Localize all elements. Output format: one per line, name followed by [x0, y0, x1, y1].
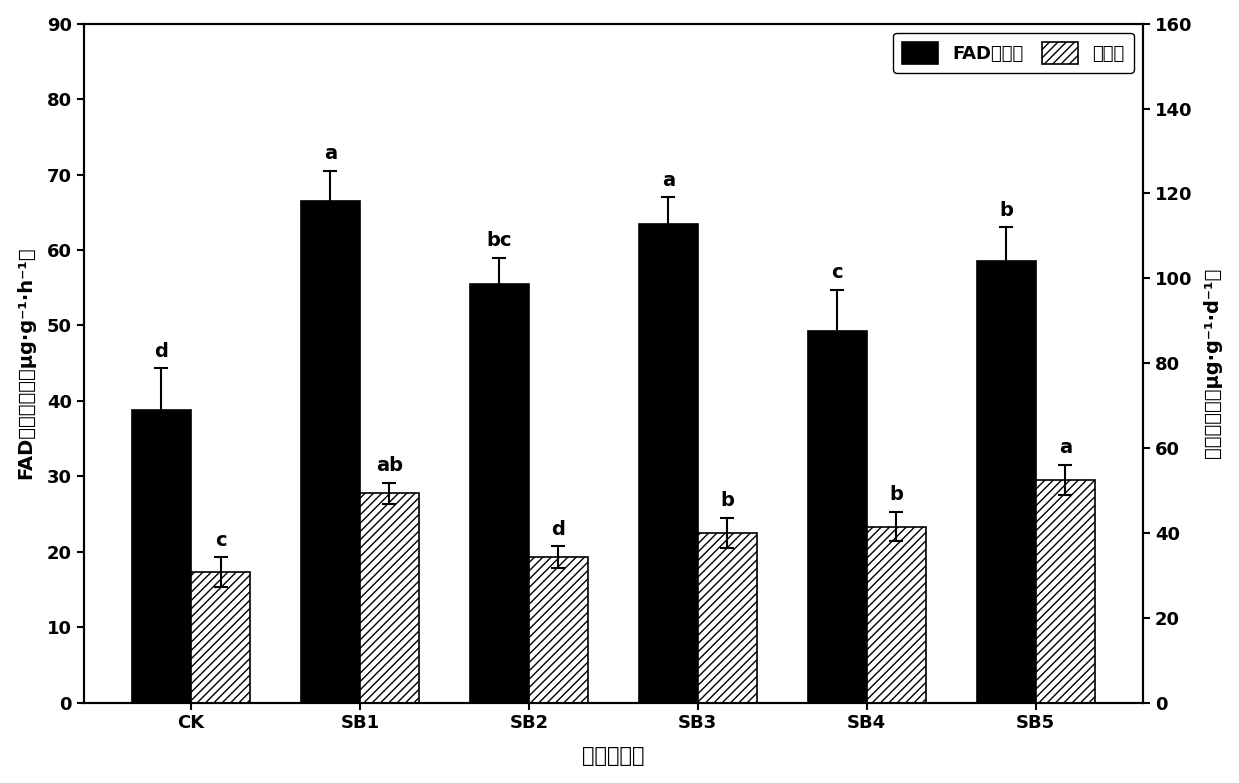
Bar [191, 572, 250, 702]
Text: c: c [831, 263, 843, 283]
Bar [131, 410, 191, 702]
Text: a: a [1058, 438, 1072, 457]
Bar [638, 224, 698, 702]
Bar [867, 526, 926, 702]
Text: a: a [662, 171, 675, 189]
X-axis label: 鐕化处理组: 鐕化处理组 [582, 746, 644, 767]
Y-axis label: FAD水解酯活性（μg·g⁻¹·h⁻¹）: FAD水解酯活性（μg·g⁻¹·h⁻¹） [16, 247, 36, 479]
Text: b: b [890, 485, 903, 504]
Text: b: b [999, 200, 1014, 220]
Text: a: a [323, 144, 337, 163]
Text: d: d [551, 520, 565, 539]
Bar [470, 284, 529, 702]
Text: c: c [214, 531, 227, 550]
Bar [1036, 480, 1095, 702]
Bar [529, 557, 589, 702]
Text: bc: bc [487, 231, 512, 250]
Bar [359, 493, 419, 702]
Bar [301, 201, 359, 702]
Bar [698, 533, 757, 702]
Text: ab: ab [375, 456, 403, 475]
Bar [976, 262, 1036, 702]
Text: d: d [155, 342, 169, 361]
Text: b: b [720, 492, 735, 511]
Legend: FAD水解酯, 脲氢酯: FAD水解酯, 脲氢酯 [893, 33, 1134, 73]
Y-axis label: 脲氢酯活性（μg·g⁻¹·d⁻¹）: 脲氢酯活性（μg·g⁻¹·d⁻¹） [1203, 268, 1223, 458]
Bar [808, 331, 867, 702]
